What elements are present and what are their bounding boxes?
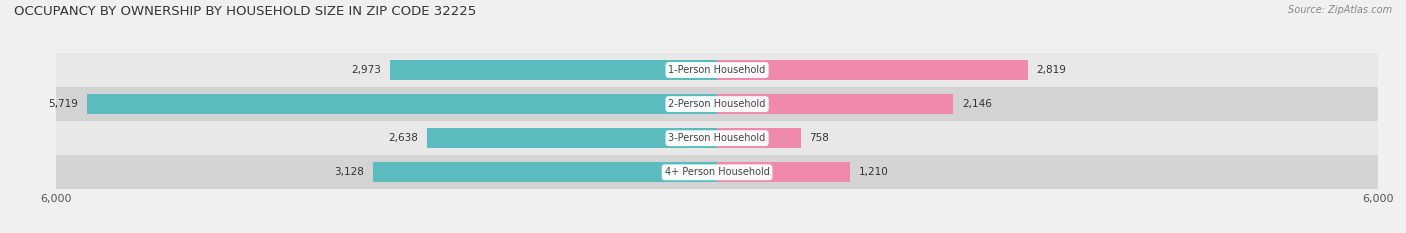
Text: 5,719: 5,719 <box>48 99 79 109</box>
Text: 2,638: 2,638 <box>388 133 418 143</box>
Bar <box>56 87 1378 121</box>
Bar <box>373 162 717 182</box>
Bar <box>717 60 1028 80</box>
Bar <box>426 128 717 148</box>
Text: OCCUPANCY BY OWNERSHIP BY HOUSEHOLD SIZE IN ZIP CODE 32225: OCCUPANCY BY OWNERSHIP BY HOUSEHOLD SIZE… <box>14 5 477 18</box>
Text: 3,128: 3,128 <box>333 167 364 177</box>
Text: 1-Person Household: 1-Person Household <box>668 65 766 75</box>
Bar <box>56 121 1378 155</box>
Text: Source: ZipAtlas.com: Source: ZipAtlas.com <box>1288 5 1392 15</box>
Text: 4+ Person Household: 4+ Person Household <box>665 167 769 177</box>
Text: 2,146: 2,146 <box>962 99 993 109</box>
Bar <box>717 94 953 114</box>
Bar <box>717 128 800 148</box>
Text: 2,819: 2,819 <box>1036 65 1066 75</box>
Bar <box>717 162 851 182</box>
Bar <box>389 60 717 80</box>
Bar <box>56 53 1378 87</box>
Bar <box>56 155 1378 189</box>
Text: 3-Person Household: 3-Person Household <box>668 133 766 143</box>
Text: 2-Person Household: 2-Person Household <box>668 99 766 109</box>
Text: 758: 758 <box>810 133 830 143</box>
Bar <box>87 94 717 114</box>
Text: 2,973: 2,973 <box>352 65 381 75</box>
Text: 1,210: 1,210 <box>859 167 889 177</box>
